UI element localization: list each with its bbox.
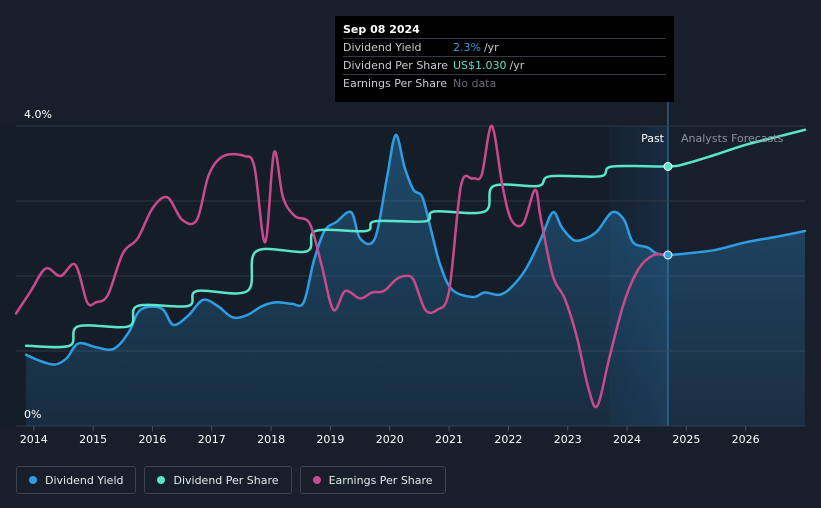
x-tick-label: 2025 [672, 433, 700, 446]
x-tick-label: 2021 [435, 433, 463, 446]
legend-dot-icon [29, 476, 37, 484]
tooltip-label: Dividend Per Share [343, 59, 449, 72]
past-label: Past [641, 132, 665, 145]
tooltip-unit: /yr [509, 59, 525, 72]
y-axis-min-label: 0% [24, 408, 41, 421]
x-tick-label: 2017 [198, 433, 226, 446]
x-tick-label: 2018 [257, 433, 285, 446]
tooltip-label: Earnings Per Share [343, 77, 448, 90]
tooltip-value: No data [453, 77, 497, 90]
tooltip-label: Dividend Yield [343, 41, 422, 54]
legend-item-dividend-per-share[interactable]: Dividend Per Share [144, 466, 292, 494]
legend-item-dividend-yield[interactable]: Dividend Yield [16, 466, 137, 494]
dividend-yield-marker [663, 250, 673, 260]
earnings-per-share-line [14, 124, 670, 409]
tooltip-row-dividend-per-share: Dividend Per Share US$1.030 /yr [343, 56, 666, 74]
tooltip-unit: /yr [483, 41, 499, 54]
dividend-per-share-line [24, 128, 807, 349]
tooltip-value: US$1.030 [453, 59, 507, 72]
chart-legend: Dividend Yield Dividend Per Share Earnin… [16, 466, 446, 494]
legend-label: Earnings Per Share [328, 473, 433, 487]
x-tick-label: 2023 [554, 433, 582, 446]
tooltip-value: 2.3% [453, 41, 481, 54]
x-tick-label: 2022 [494, 433, 522, 446]
dividend-per-share-marker [663, 162, 673, 171]
y-axis-max-label: 4.0% [24, 108, 52, 121]
x-tick-label: 2016 [138, 433, 166, 446]
x-tick-label: 2014 [20, 433, 48, 446]
chart-tooltip: Sep 08 2024 Dividend Yield 2.3% /yr Divi… [335, 16, 674, 102]
legend-label: Dividend Yield [45, 473, 124, 487]
x-tick-label: 2015 [79, 433, 107, 446]
x-tick-label: 2020 [376, 433, 404, 446]
legend-label: Dividend Per Share [173, 473, 279, 487]
tooltip-row-earnings-per-share: Earnings Per Share No data [343, 74, 666, 92]
forecast-label: Analysts Forecasts [681, 132, 784, 145]
tooltip-date: Sep 08 2024 [343, 23, 420, 36]
x-tick-label: 2026 [732, 433, 760, 446]
x-tick-label: 2019 [316, 433, 344, 446]
tooltip-row-dividend-yield: Dividend Yield 2.3% /yr [343, 38, 666, 56]
dividend-yield-line [24, 133, 807, 366]
legend-dot-icon [157, 476, 166, 484]
x-tick-label: 2024 [613, 433, 641, 446]
legend-dot-icon [312, 476, 321, 484]
legend-item-earnings-per-share[interactable]: Earnings Per Share [299, 466, 446, 494]
